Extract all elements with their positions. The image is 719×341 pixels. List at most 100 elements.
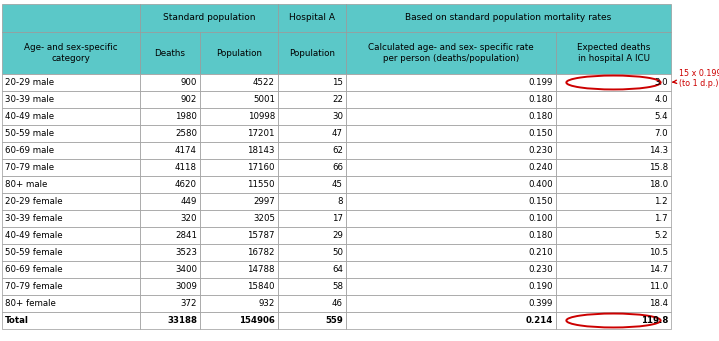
Bar: [278, 4, 346, 32]
Text: Population: Population: [289, 48, 335, 58]
Bar: [2, 159, 140, 176]
Text: 0.210: 0.210: [528, 248, 553, 257]
Bar: [346, 210, 556, 227]
Bar: [140, 125, 200, 142]
Text: 8: 8: [337, 197, 343, 206]
Text: 17160: 17160: [247, 163, 275, 172]
Text: 0.150: 0.150: [528, 197, 553, 206]
Text: 50-59 female: 50-59 female: [5, 248, 63, 257]
Bar: [200, 244, 278, 261]
Bar: [556, 159, 671, 176]
Bar: [346, 278, 556, 295]
Bar: [140, 244, 200, 261]
Bar: [556, 108, 671, 125]
Bar: [200, 74, 278, 91]
Bar: [200, 261, 278, 278]
Text: Hospital A: Hospital A: [289, 14, 335, 23]
Bar: [200, 295, 278, 312]
Text: 7.0: 7.0: [654, 129, 668, 138]
Bar: [2, 91, 140, 108]
Text: 47: 47: [332, 129, 343, 138]
Bar: [140, 108, 200, 125]
Bar: [346, 4, 671, 32]
Bar: [140, 32, 200, 74]
Bar: [200, 125, 278, 142]
Text: 10998: 10998: [248, 112, 275, 121]
Text: 18.4: 18.4: [649, 299, 668, 308]
Text: 17201: 17201: [247, 129, 275, 138]
Bar: [200, 278, 278, 295]
Text: 449: 449: [180, 197, 197, 206]
Bar: [278, 193, 346, 210]
Text: 20-29 male: 20-29 male: [5, 78, 54, 87]
Text: 15 x 0.199 = 3.0
(to 1 d.p.): 15 x 0.199 = 3.0 (to 1 d.p.): [673, 69, 719, 88]
Bar: [140, 159, 200, 176]
Bar: [2, 74, 140, 91]
Text: 15: 15: [332, 78, 343, 87]
Text: 30-39 male: 30-39 male: [5, 95, 54, 104]
Text: 64: 64: [332, 265, 343, 274]
Text: 0.400: 0.400: [528, 180, 553, 189]
Text: 0.180: 0.180: [528, 231, 553, 240]
Bar: [2, 125, 140, 142]
Bar: [556, 244, 671, 261]
Bar: [556, 142, 671, 159]
Bar: [2, 295, 140, 312]
Text: 40-49 male: 40-49 male: [5, 112, 54, 121]
Bar: [278, 210, 346, 227]
Text: Based on standard population mortality rates: Based on standard population mortality r…: [406, 14, 612, 23]
Bar: [2, 4, 140, 32]
Bar: [2, 244, 140, 261]
Bar: [2, 278, 140, 295]
Text: Deaths: Deaths: [155, 48, 186, 58]
Text: 2580: 2580: [175, 129, 197, 138]
Text: 0.180: 0.180: [528, 95, 553, 104]
Bar: [278, 108, 346, 125]
Bar: [346, 74, 556, 91]
Text: 154906: 154906: [239, 316, 275, 325]
Bar: [140, 74, 200, 91]
Bar: [346, 176, 556, 193]
Bar: [278, 125, 346, 142]
Bar: [278, 295, 346, 312]
Bar: [278, 227, 346, 244]
Bar: [278, 312, 346, 329]
Text: 0.399: 0.399: [528, 299, 553, 308]
Text: 22: 22: [332, 95, 343, 104]
Bar: [346, 312, 556, 329]
Text: 14.3: 14.3: [649, 146, 668, 155]
Text: 932: 932: [259, 299, 275, 308]
Bar: [556, 210, 671, 227]
Bar: [556, 193, 671, 210]
Bar: [556, 278, 671, 295]
Bar: [556, 176, 671, 193]
Bar: [2, 261, 140, 278]
Text: 80+ male: 80+ male: [5, 180, 47, 189]
Bar: [140, 176, 200, 193]
Bar: [140, 295, 200, 312]
Text: 4.0: 4.0: [654, 95, 668, 104]
Text: 16782: 16782: [247, 248, 275, 257]
Bar: [2, 176, 140, 193]
Text: 5.4: 5.4: [654, 112, 668, 121]
Bar: [556, 312, 671, 329]
Bar: [346, 244, 556, 261]
Text: 45: 45: [332, 180, 343, 189]
Text: 119.8: 119.8: [641, 316, 668, 325]
Bar: [278, 261, 346, 278]
Bar: [140, 4, 278, 32]
Text: 50: 50: [332, 248, 343, 257]
Text: 60-69 female: 60-69 female: [5, 265, 63, 274]
Bar: [140, 261, 200, 278]
Text: 559: 559: [325, 316, 343, 325]
Bar: [200, 312, 278, 329]
Text: 70-79 male: 70-79 male: [5, 163, 54, 172]
Bar: [556, 295, 671, 312]
Bar: [2, 210, 140, 227]
Text: 902: 902: [180, 95, 197, 104]
Bar: [346, 91, 556, 108]
Text: 900: 900: [180, 78, 197, 87]
Bar: [200, 210, 278, 227]
Bar: [278, 176, 346, 193]
Text: 3009: 3009: [175, 282, 197, 291]
